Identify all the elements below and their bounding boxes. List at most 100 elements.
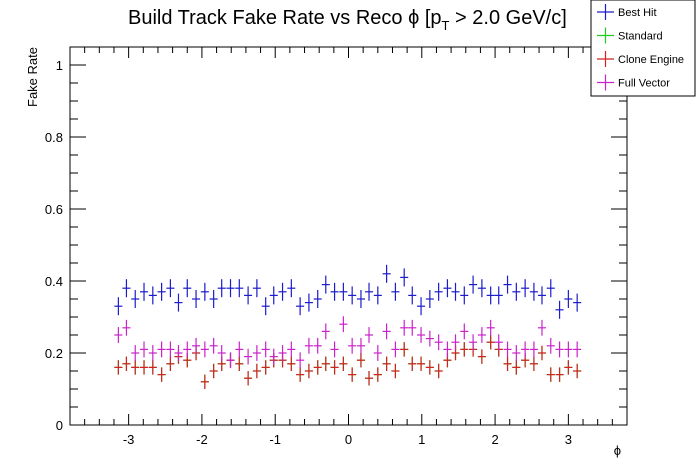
- data-point: [287, 356, 296, 371]
- data-point: [573, 293, 582, 312]
- data-point: [451, 282, 460, 301]
- legend-label: Standard: [618, 31, 663, 43]
- legend-item-clone-engine[interactable]: Clone Engine: [597, 51, 684, 67]
- y-tick-label: 0.8: [45, 130, 63, 145]
- data-point: [373, 286, 382, 305]
- data-point: [417, 327, 426, 343]
- data-point: [157, 341, 166, 358]
- legend-label: Full Vector: [618, 78, 670, 90]
- data-point: [122, 279, 131, 298]
- data-point: [235, 341, 244, 358]
- y-tick-label: 0.4: [45, 274, 63, 289]
- legend-label: Best Hit: [618, 7, 657, 19]
- legend-item-standard[interactable]: Standard: [597, 27, 663, 44]
- x-tick-labels: -3 -2 -1 0 1 2 3: [123, 432, 572, 447]
- data-point: [546, 367, 555, 382]
- data-point: [529, 282, 538, 301]
- data-point: [200, 282, 209, 301]
- data-point: [521, 279, 530, 298]
- data-point: [469, 275, 478, 294]
- legend-item-best-hit[interactable]: Best Hit: [597, 4, 657, 20]
- data-point: [131, 345, 140, 361]
- x-axis-label: ϕ: [614, 443, 621, 458]
- data-series: [114, 264, 582, 389]
- data-point: [217, 345, 226, 361]
- data-point: [278, 345, 287, 361]
- data-point: [209, 363, 218, 379]
- data-point: [166, 279, 175, 298]
- data-point: [503, 341, 512, 358]
- data-point: [131, 360, 140, 375]
- data-point: [564, 360, 573, 375]
- data-point: [537, 345, 547, 361]
- chart-title-text: Build Track Fake Rate vs Reco ϕ [p: [128, 7, 442, 29]
- y-tick-labels: 0 0.2 0.4 0.6 0.8 1: [45, 58, 63, 433]
- legend[interactable]: Best Hit Standard Clone Engine Full Vector: [590, 0, 696, 97]
- data-point: [529, 341, 538, 358]
- data-point: [408, 286, 417, 305]
- data-point: [364, 327, 374, 343]
- axis-ticks: [69, 46, 628, 426]
- data-point: [434, 334, 443, 351]
- legend-item-full-vector[interactable]: Full Vector: [597, 74, 670, 91]
- data-point: [382, 323, 391, 340]
- data-point: [296, 367, 305, 382]
- data-point: [521, 341, 530, 358]
- data-point: [348, 367, 357, 382]
- data-point: [244, 371, 253, 386]
- data-point: [183, 341, 192, 358]
- data-point: [425, 360, 434, 375]
- data-point: [417, 356, 426, 371]
- data-point: [425, 290, 434, 308]
- data-point: [382, 264, 391, 283]
- data-point: [330, 282, 339, 301]
- data-point: [200, 374, 209, 389]
- data-point: [443, 341, 452, 358]
- data-point: [330, 360, 339, 375]
- data-point: [209, 337, 218, 354]
- data-point: [339, 356, 348, 371]
- data-point: [131, 290, 140, 308]
- series-clone-engine: [114, 335, 582, 389]
- y-tick-label: 0: [56, 418, 63, 433]
- y-tick-label: 0.2: [45, 346, 63, 361]
- data-point: [122, 319, 131, 336]
- data-point: [400, 319, 409, 336]
- data-point: [157, 282, 166, 301]
- data-point: [226, 279, 235, 298]
- data-point: [192, 337, 201, 354]
- data-point: [356, 290, 365, 308]
- data-point: [356, 353, 365, 368]
- data-point: [451, 334, 460, 351]
- data-point: [417, 297, 426, 316]
- data-point: [494, 286, 503, 305]
- data-point: [555, 367, 564, 382]
- data-point: [555, 341, 564, 358]
- data-point: [304, 363, 313, 379]
- data-point: [460, 286, 469, 305]
- data-point: [512, 282, 521, 301]
- data-point: [460, 342, 469, 357]
- data-point: [261, 341, 270, 358]
- data-point: [408, 319, 417, 336]
- legend-label: Clone Engine: [618, 54, 684, 66]
- data-point: [373, 345, 382, 361]
- data-point: [391, 341, 400, 358]
- data-point: [425, 330, 434, 347]
- data-point: [200, 341, 209, 358]
- data-point: [114, 360, 123, 375]
- svg-text:Build Track Fake Rate vs Reco: Build Track Fake Rate vs Reco ϕ [pT > 2.…: [128, 7, 567, 33]
- data-point: [183, 279, 192, 298]
- plot-frame: [69, 46, 628, 426]
- x-tick-label: -1: [269, 432, 281, 447]
- data-point: [512, 345, 521, 361]
- data-point: [226, 352, 235, 369]
- data-point: [339, 316, 348, 333]
- data-point: [192, 290, 201, 308]
- series-standard: [114, 335, 582, 389]
- data-point: [537, 319, 547, 336]
- y-tick-label: 1: [56, 58, 63, 73]
- series-full-vector: [114, 316, 582, 369]
- data-point: [139, 341, 149, 358]
